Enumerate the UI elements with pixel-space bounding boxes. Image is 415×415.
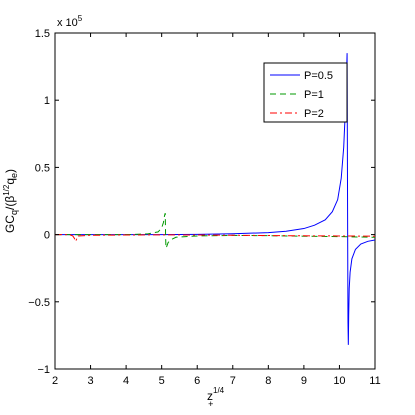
y-tick-label: 0.5 xyxy=(35,162,50,174)
x-tick-label: 5 xyxy=(159,375,165,387)
x-tick-label: 10 xyxy=(333,375,345,387)
y-tick-label: 1 xyxy=(44,95,50,107)
legend-box xyxy=(263,62,348,123)
x-axis-label: z1/4 + xyxy=(207,386,225,409)
series-line-2 xyxy=(55,212,376,250)
x-tick-label: 3 xyxy=(87,375,93,387)
x-tick-label: 2 xyxy=(52,375,58,387)
x-tick-label: 8 xyxy=(265,375,271,387)
ticks-layer: 2 3 4 5 6 7 8 9 10 11 −1 −0.5 0 0.5 1 1.5 xyxy=(28,28,380,387)
y-multiplier: x 105 xyxy=(57,14,83,29)
legend-entries: P=0.5 P=1 P=2 xyxy=(270,70,333,120)
y-tick-label: −1 xyxy=(37,364,50,376)
x-tick-label: 4 xyxy=(123,375,129,387)
x-tick-label: 11 xyxy=(369,375,380,387)
legend-label-1: P=0.5 xyxy=(304,70,333,82)
x-tick-label: 7 xyxy=(230,375,236,387)
x-tick-label: 9 xyxy=(301,375,307,387)
series-line-1 xyxy=(55,53,376,345)
series-layer xyxy=(55,53,376,345)
legend: P=0.5 P=1 P=2 xyxy=(263,62,348,123)
y-tick-label: 0 xyxy=(44,230,50,242)
y-axis-label: GCq/(β1/2qe) xyxy=(2,169,19,233)
legend-label-3: P=2 xyxy=(304,108,324,120)
x-tick-label: 6 xyxy=(194,375,200,387)
legend-label-2: P=1 xyxy=(304,89,324,101)
y-tick-label: −0.5 xyxy=(28,297,50,309)
series-line-3 xyxy=(55,234,376,243)
y-tick-label: 1.5 xyxy=(35,28,50,40)
